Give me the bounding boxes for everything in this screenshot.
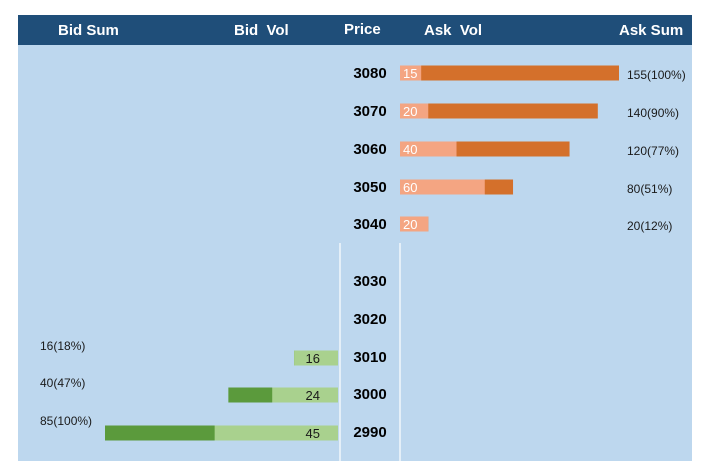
ask-vol-label: 40 (403, 142, 417, 157)
ask-vol-bar (400, 65, 422, 81)
bid-vol-bar (272, 387, 338, 403)
order-book-panel: Bid Sum Bid Vol Price Ask Vol Ask Sum 30… (18, 15, 692, 461)
ask-sum-label: 155(100%) (627, 68, 686, 82)
ask-vol-label: 20 (403, 217, 417, 232)
bid-vol-label: 16 (306, 351, 320, 366)
price-label: 3000 (353, 386, 386, 403)
ask-sum-label: 80(51%) (627, 182, 672, 196)
bid-vol-label: 24 (306, 388, 320, 403)
bid-vol-label: 45 (306, 426, 320, 441)
price-label: 3030 (353, 273, 386, 290)
ask-sum-bar (400, 103, 598, 119)
price-label: 3050 (353, 179, 386, 196)
bid-sum-label: 16(18%) (40, 339, 85, 353)
bid-vol-bar (214, 425, 338, 441)
order-book-chart: 3080 3070 3060 3050 3040 3030 3020 3010 3000 2990… (40, 65, 686, 461)
price-label: 3040 (353, 216, 386, 233)
price-label: 3010 (353, 349, 386, 366)
ask-vol-header: Ask Vol (424, 22, 483, 39)
bid-sum-header: Bid Sum (58, 22, 119, 39)
price-header: Price (344, 21, 381, 38)
bid-sum-label: 40(47%) (40, 376, 85, 390)
ask-sum-label: 20(12%) (627, 219, 672, 233)
price-column-band (340, 243, 400, 461)
bid-sum-label: 85(100%) (40, 414, 92, 428)
price-label: 3020 (353, 311, 386, 328)
ask-sum-header: Ask Sum (619, 22, 684, 39)
bid-vol-bar (294, 350, 338, 366)
ask-sum-label: 120(77%) (627, 144, 679, 158)
price-label: 3070 (353, 103, 386, 120)
ask-vol-label: 15 (403, 66, 417, 81)
ask-vol-bar (400, 141, 457, 157)
bid-vol-header: Bid Vol (234, 22, 289, 39)
price-label: 3080 (353, 65, 386, 82)
ask-vol-bar (400, 103, 429, 119)
ask-sum-bar (400, 65, 619, 81)
order-book-header: Bid Sum Bid Vol Price Ask Vol Ask Sum (18, 15, 692, 45)
ask-sum-label: 140(90%) (627, 106, 679, 120)
price-label: 3060 (353, 141, 386, 158)
ask-vol-bar (400, 179, 485, 195)
ask-vol-label: 60 (403, 180, 417, 195)
price-label: 2990 (353, 424, 386, 441)
ask-vol-bar (400, 216, 429, 232)
ask-vol-label: 20 (403, 104, 417, 119)
